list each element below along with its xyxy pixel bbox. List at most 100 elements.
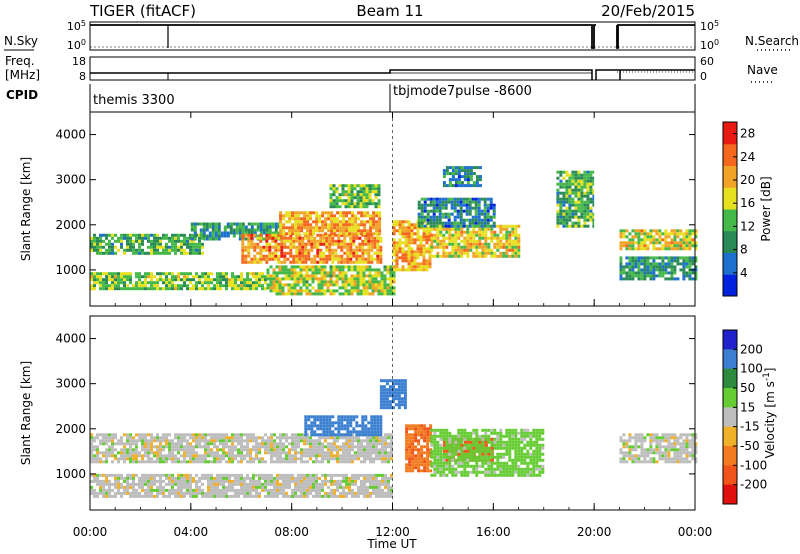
echo-cell bbox=[217, 237, 221, 241]
echo-cell bbox=[330, 494, 333, 498]
echo-cell bbox=[447, 197, 451, 201]
echo-cell bbox=[331, 242, 335, 246]
echo-cell bbox=[180, 272, 183, 276]
echo-cell bbox=[123, 272, 126, 276]
echo-cell bbox=[323, 283, 327, 287]
echo-cell bbox=[129, 494, 132, 498]
echo-cell bbox=[293, 268, 297, 272]
echo-cell bbox=[355, 430, 359, 434]
echo-cell bbox=[276, 436, 279, 440]
echo-cell bbox=[332, 289, 336, 293]
echo-cell bbox=[661, 262, 665, 266]
echo-cell bbox=[420, 197, 424, 201]
echo-cell bbox=[294, 448, 297, 452]
echo-cell bbox=[272, 268, 276, 272]
echo-cell bbox=[405, 424, 409, 428]
echo-cell bbox=[661, 256, 665, 260]
echo-cell bbox=[315, 482, 318, 486]
echo-cell bbox=[219, 488, 222, 492]
echo-cell bbox=[105, 491, 108, 495]
echo-cell bbox=[243, 439, 246, 443]
echo-cell bbox=[416, 253, 420, 257]
echo-cell bbox=[282, 491, 285, 495]
echo-cell bbox=[375, 223, 379, 227]
echo-cell bbox=[207, 442, 210, 446]
echo-cell bbox=[571, 212, 575, 216]
echo-cell bbox=[96, 433, 99, 437]
echo-cell bbox=[279, 211, 283, 215]
echo-cell bbox=[469, 245, 473, 249]
echo-cell bbox=[377, 205, 381, 209]
echo-cell bbox=[652, 271, 656, 275]
echo-cell bbox=[383, 289, 387, 293]
echo-cell bbox=[436, 236, 440, 240]
echo-cell bbox=[297, 214, 301, 218]
echo-cell bbox=[486, 212, 490, 216]
echo-cell bbox=[392, 241, 396, 245]
echo-cell bbox=[496, 248, 500, 252]
echo-cell bbox=[469, 233, 473, 237]
echo-cell bbox=[496, 236, 500, 240]
echo-cell bbox=[288, 448, 291, 452]
echo-cell bbox=[207, 460, 210, 464]
echo-cell bbox=[237, 460, 240, 464]
echo-cell bbox=[502, 251, 506, 255]
echo-cell bbox=[592, 194, 596, 198]
echo-cell bbox=[259, 254, 263, 258]
echo-cell bbox=[99, 491, 102, 495]
echo-cell bbox=[350, 193, 354, 197]
echo-cell bbox=[390, 436, 393, 440]
echo-cell bbox=[404, 232, 408, 236]
echo-cell bbox=[369, 460, 372, 464]
echo-cell bbox=[368, 292, 372, 296]
echo-cell bbox=[472, 172, 476, 176]
echo-cell bbox=[249, 485, 252, 489]
echo-cell bbox=[352, 415, 356, 419]
echo-cell bbox=[329, 193, 333, 197]
echo-cell bbox=[144, 448, 147, 452]
echo-cell bbox=[174, 460, 177, 464]
y-tick-label: 1000 bbox=[55, 263, 86, 277]
echo-cell bbox=[338, 277, 342, 281]
echo-cell bbox=[240, 272, 243, 276]
echo-cell bbox=[208, 231, 212, 235]
echo-cell bbox=[240, 473, 243, 477]
echo-cell bbox=[457, 254, 461, 258]
echo-cell bbox=[210, 454, 213, 458]
echo-cell bbox=[289, 242, 293, 246]
echo-cell bbox=[366, 232, 370, 236]
echo-cell bbox=[404, 229, 408, 233]
echo-cell bbox=[276, 454, 279, 458]
echo-cell bbox=[323, 289, 327, 293]
echo-cell bbox=[477, 206, 481, 210]
echo-cell bbox=[348, 482, 351, 486]
echo-cell bbox=[132, 494, 135, 498]
echo-cell bbox=[565, 209, 569, 213]
echo-cell bbox=[126, 233, 129, 237]
echo-cell bbox=[204, 491, 207, 495]
echo-cell bbox=[315, 220, 319, 224]
echo-cell bbox=[296, 289, 300, 293]
echo-cell bbox=[368, 184, 372, 188]
echo-cell bbox=[517, 233, 521, 237]
echo-cell bbox=[382, 394, 386, 398]
echo-cell bbox=[243, 476, 246, 480]
echo-cell bbox=[204, 442, 207, 446]
echo-cell bbox=[150, 460, 153, 464]
echo-cell bbox=[401, 235, 405, 239]
echo-cell bbox=[302, 280, 306, 284]
echo-cell bbox=[433, 239, 437, 243]
echo-cell bbox=[592, 221, 596, 225]
echo-cell bbox=[565, 173, 569, 177]
echo-cell bbox=[628, 271, 632, 275]
echo-cell bbox=[132, 488, 135, 492]
echo-cell bbox=[331, 251, 335, 255]
echo-cell bbox=[252, 272, 255, 276]
echo-cell bbox=[316, 415, 320, 419]
echo-cell bbox=[341, 184, 345, 188]
echo-cell bbox=[416, 229, 420, 233]
echo-cell bbox=[351, 488, 354, 492]
echo-cell bbox=[296, 280, 300, 284]
echo-cell bbox=[407, 235, 411, 239]
echo-cell bbox=[332, 187, 336, 191]
